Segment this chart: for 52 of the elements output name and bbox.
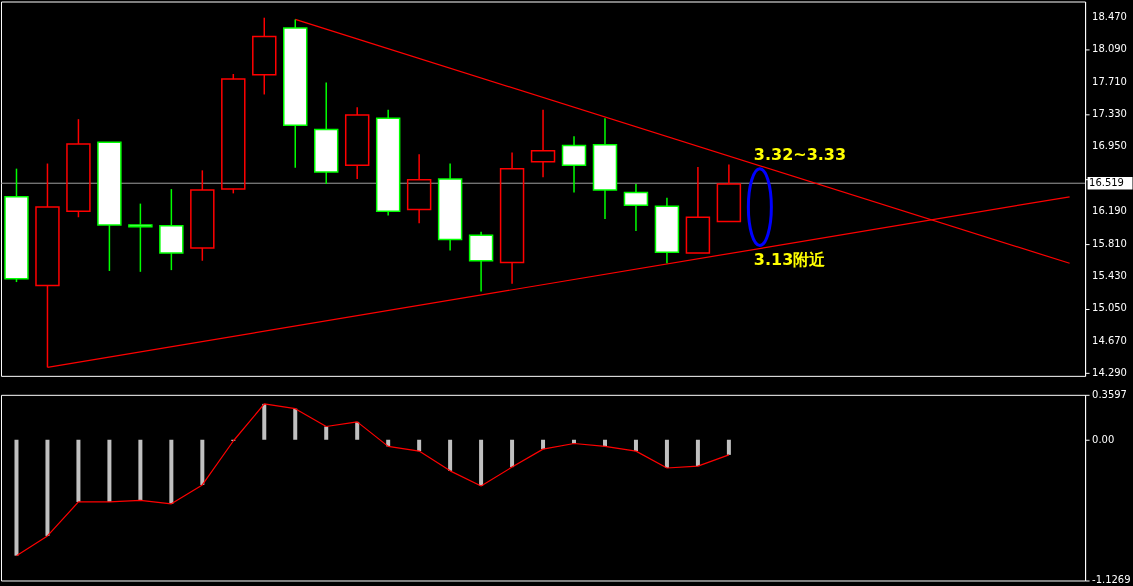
bar (45, 439, 50, 536)
bar (293, 408, 298, 440)
candlestick (406, 153, 432, 224)
candlestick (128, 202, 153, 273)
bar (541, 439, 546, 450)
bar (169, 439, 174, 504)
y-tick-label: 17.710 (1092, 75, 1127, 87)
bar (479, 439, 484, 486)
candlestick (561, 135, 587, 194)
bar (14, 439, 19, 556)
candlestick (344, 106, 370, 180)
candlestick (499, 151, 525, 285)
y-tick-label: 18.470 (1092, 10, 1127, 22)
candlestick (530, 109, 556, 178)
y-tick-label: 0.00 (1092, 433, 1115, 445)
bar (107, 439, 112, 502)
candlestick (437, 162, 463, 252)
y-tick-label: 16.950 (1092, 140, 1127, 152)
bar (355, 421, 360, 440)
bar (448, 439, 453, 471)
y-tick-label: 15.810 (1092, 237, 1127, 249)
bar (510, 439, 515, 468)
y-tick-label: 18.090 (1092, 43, 1127, 55)
bar (726, 439, 731, 455)
candlestick (313, 81, 339, 185)
bar (633, 439, 638, 452)
annotation: 3.32~3.33 (753, 145, 847, 165)
candlestick (592, 117, 618, 220)
y-tick-label: 15.430 (1092, 270, 1127, 282)
candlestick (623, 183, 649, 232)
bar (138, 439, 143, 501)
y-tick-label: 16.190 (1092, 205, 1127, 217)
candlestick (252, 16, 277, 96)
bar (262, 403, 267, 440)
y-tick-label: 14.670 (1092, 334, 1127, 346)
bar (602, 439, 607, 447)
y-tick-label: 17.330 (1092, 108, 1127, 120)
ref-line-label: 16.519 (1089, 177, 1124, 189)
y-tick-label: 15.050 (1092, 302, 1127, 314)
bar (417, 439, 422, 452)
y-tick-label: 14.290 (1092, 367, 1127, 379)
bar (324, 426, 329, 440)
candlestick (375, 109, 401, 217)
bar (664, 439, 669, 468)
bar (695, 439, 700, 467)
y-tick-label: 0.3597 (1092, 388, 1127, 400)
bar (200, 439, 205, 485)
y-tick-label: -1.1269 (1092, 574, 1131, 586)
annotation: 3.13附近 (753, 249, 827, 269)
bar (76, 439, 81, 502)
line-series (15, 403, 730, 557)
candlestick (654, 196, 680, 265)
